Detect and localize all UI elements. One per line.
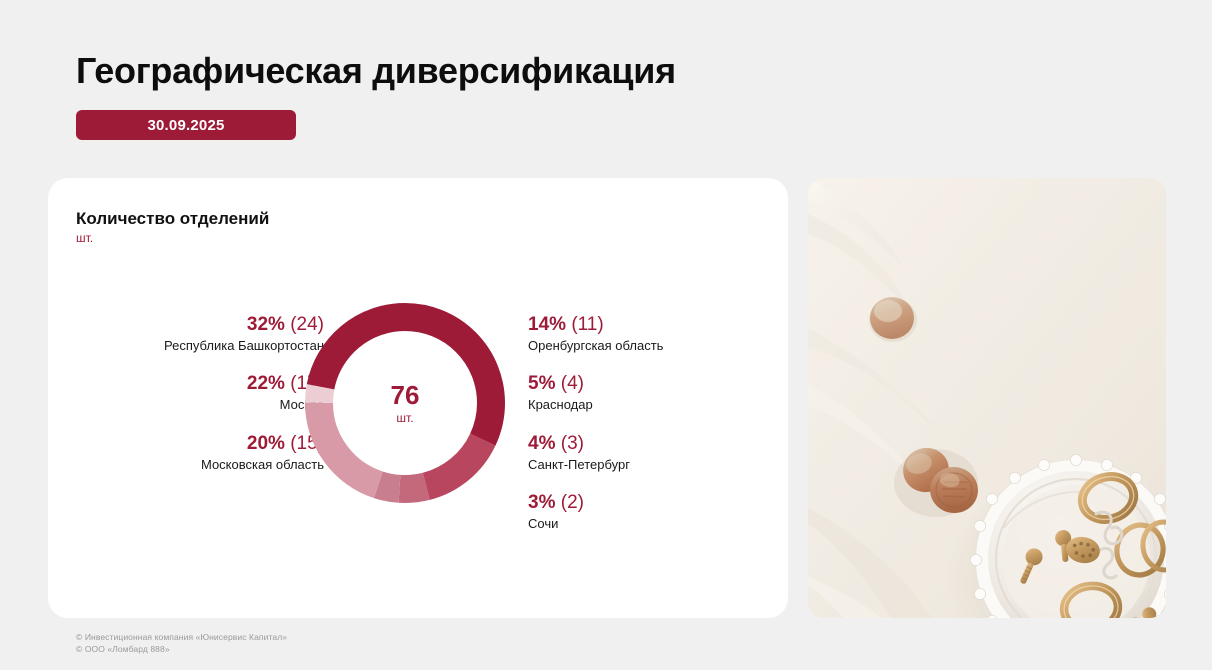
legend-label: Санкт-Петербург: [528, 456, 630, 472]
photo-light-wash: [808, 178, 1166, 618]
donut-chart: 76 шт.: [305, 303, 505, 503]
jewelry-photo-card: [808, 178, 1166, 618]
copper-coins: [894, 447, 978, 517]
date-badge: 30.09.2025: [76, 110, 296, 140]
legend-value: 14% (11): [528, 314, 663, 336]
footer: © Инвестиционная компания «Юнисервис Кап…: [76, 631, 287, 656]
legend-item: 32% (24) Республика Башкортостан: [164, 314, 324, 354]
jewelry-photo: [808, 178, 1166, 618]
legend-percent: 14%: [528, 314, 567, 335]
metal-disc: [869, 297, 917, 342]
footer-line-1: © Инвестиционная компания «Юнисервис Кап…: [76, 632, 288, 642]
legend-count: (3): [560, 432, 584, 454]
legend-count: (4): [560, 373, 584, 395]
chart-card: Количество отделений шт. 32% (24) Респуб…: [48, 178, 788, 618]
legend-percent: 32%: [246, 314, 285, 335]
legend-left: 32% (24) Республика Башкортостан 22% (17…: [76, 314, 324, 473]
legend-label: Сочи: [528, 516, 559, 532]
date-badge-label: 30.09.2025: [147, 116, 225, 134]
legend-right: 14% (11) Оренбургская область 5% (4) Кра…: [528, 314, 768, 533]
legend-count: (11): [571, 314, 604, 335]
legend-label: Московская область: [200, 456, 324, 472]
legend-label: Республика Башкортостан: [164, 337, 324, 353]
chart-card-subtitle: шт.: [76, 231, 94, 245]
legend-percent: 5%: [528, 373, 556, 395]
footer-line-2: © ООО «Ломбард 888»: [76, 644, 170, 655]
legend-value: 5% (4): [528, 373, 593, 395]
legend-label: Краснодар: [528, 397, 593, 413]
gold-earrings: [1020, 530, 1166, 618]
legend-percent: 3%: [528, 492, 556, 514]
gold-rings: [1059, 472, 1166, 618]
chart-card-title: Количество отделений: [76, 209, 270, 228]
legend-value: 3% (2): [528, 492, 584, 514]
legend-item: 4% (3) Санкт-Петербург: [528, 433, 630, 473]
legend-item: 5% (4) Краснодар: [528, 373, 593, 413]
legend-value: 4% (3): [528, 433, 630, 455]
donut-slice-moskva: [305, 303, 505, 503]
legend-percent: 4%: [528, 432, 556, 454]
legend-percent: 20%: [246, 432, 285, 454]
legend-item: 3% (2) Сочи: [528, 492, 584, 532]
cloth-folds: [808, 178, 942, 618]
legend-value: 32% (24): [164, 314, 324, 336]
legend-label: Оренбургская область: [528, 337, 664, 353]
legend-count: (24): [290, 314, 324, 335]
legend-percent: 22%: [246, 373, 285, 395]
legend-count: (2): [560, 492, 584, 514]
page-title: Географическая диверсификация: [76, 50, 676, 91]
donut-slice-krasnodar: [305, 303, 505, 503]
donut-slice-moskovskaya-oblast: [305, 303, 505, 503]
legend-item: 14% (11) Оренбургская область: [528, 314, 663, 354]
